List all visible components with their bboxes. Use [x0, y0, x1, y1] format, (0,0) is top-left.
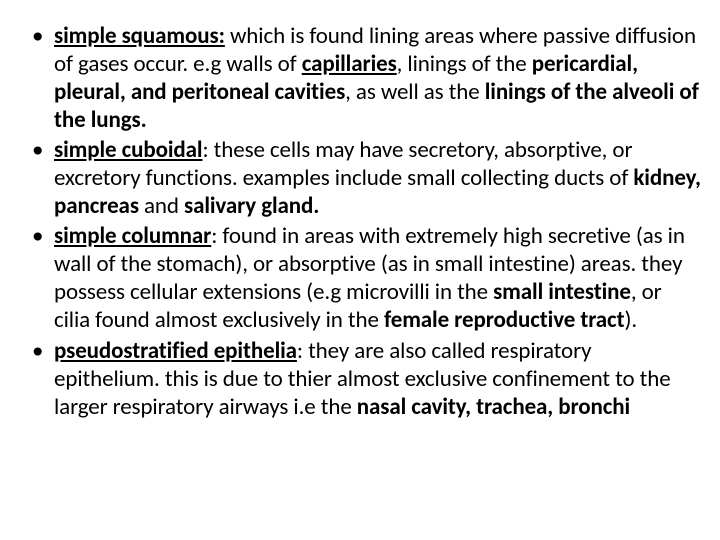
text-run: nasal cavity, trachea, bronchi — [357, 393, 630, 421]
text-run: female reproductive tract — [384, 306, 625, 334]
bullet-list: simple squamous: which is found lining a… — [28, 22, 702, 421]
slide-body: simple squamous: which is found lining a… — [0, 0, 720, 540]
list-item: simple columnar: found in areas with ext… — [28, 222, 702, 334]
list-item: simple cuboidal: these cells may have se… — [28, 136, 702, 220]
text-run: , as well as the — [345, 78, 485, 106]
text-run: simple cuboidal — [54, 136, 202, 164]
text-run: , linings of the — [397, 50, 532, 78]
list-item: pseudostratified epithelia: they are als… — [28, 337, 702, 421]
text-run: ). — [624, 306, 637, 334]
text-run: salivary gland. — [184, 192, 319, 220]
text-run: simple squamous: — [54, 22, 225, 50]
text-run: and — [144, 192, 184, 220]
text-run: small intestine — [493, 278, 631, 306]
text-run: pseudostratified epithelia — [54, 337, 297, 365]
list-item: simple squamous: which is found lining a… — [28, 22, 702, 134]
text-run: capillaries — [302, 50, 397, 78]
text-run: simple columnar — [54, 222, 211, 250]
